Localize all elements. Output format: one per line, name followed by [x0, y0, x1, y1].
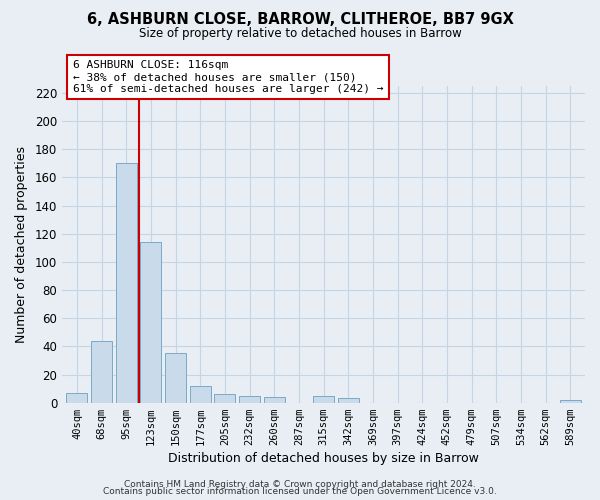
- Bar: [264, 397, 285, 402]
- Bar: [239, 396, 260, 402]
- Bar: [560, 400, 581, 402]
- Bar: [165, 354, 186, 403]
- Y-axis label: Number of detached properties: Number of detached properties: [15, 146, 28, 342]
- Bar: [338, 398, 359, 402]
- Text: Contains public sector information licensed under the Open Government Licence v3: Contains public sector information licen…: [103, 488, 497, 496]
- Bar: [116, 164, 137, 402]
- Bar: [140, 242, 161, 402]
- Bar: [67, 393, 88, 402]
- Bar: [190, 386, 211, 402]
- X-axis label: Distribution of detached houses by size in Barrow: Distribution of detached houses by size …: [168, 452, 479, 465]
- Text: Size of property relative to detached houses in Barrow: Size of property relative to detached ho…: [139, 28, 461, 40]
- Text: 6 ASHBURN CLOSE: 116sqm
← 38% of detached houses are smaller (150)
61% of semi-d: 6 ASHBURN CLOSE: 116sqm ← 38% of detache…: [73, 60, 383, 94]
- Bar: [214, 394, 235, 402]
- Text: Contains HM Land Registry data © Crown copyright and database right 2024.: Contains HM Land Registry data © Crown c…: [124, 480, 476, 489]
- Bar: [313, 396, 334, 402]
- Text: 6, ASHBURN CLOSE, BARROW, CLITHEROE, BB7 9GX: 6, ASHBURN CLOSE, BARROW, CLITHEROE, BB7…: [86, 12, 514, 28]
- Bar: [91, 340, 112, 402]
